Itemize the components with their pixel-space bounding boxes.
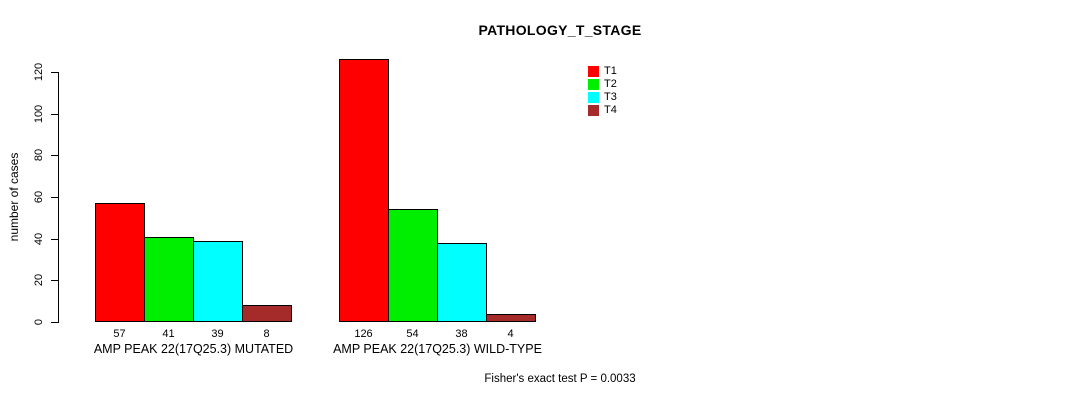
y-axis-tick-label: 60 (33, 190, 45, 204)
bar-t2-group2 (388, 209, 438, 322)
y-axis-title: number of cases (7, 152, 21, 242)
bar-value-label: 41 (162, 328, 175, 340)
x-axis-group-label: AMP PEAK 22(17Q25.3) WILD-TYPE (333, 342, 542, 356)
y-axis-tick (51, 280, 58, 281)
y-axis-tick (51, 72, 58, 73)
bar-value-label: 54 (406, 328, 419, 340)
legend-swatch-t1 (588, 66, 599, 77)
bar-value-label: 57 (113, 328, 126, 340)
legend-label-t2: T2 (604, 78, 617, 90)
y-axis-tick (51, 197, 58, 198)
y-axis-tick (51, 114, 58, 115)
bar-value-label: 126 (354, 328, 373, 340)
bar-t3-group1 (193, 241, 243, 322)
legend-swatch-t3 (588, 92, 599, 103)
bar-value-label: 39 (211, 328, 224, 340)
bar-value-label: 8 (263, 328, 270, 340)
legend-label-t3: T3 (604, 91, 617, 103)
bar-t4-group2 (486, 314, 536, 322)
y-axis-line (58, 72, 59, 323)
y-axis-tick-label: 0 (33, 318, 45, 326)
bar-t1-group2 (339, 59, 389, 322)
y-axis-tick (51, 322, 58, 323)
statistical-test-annotation: Fisher's exact test P = 0.0033 (484, 373, 636, 385)
y-axis-tick-label: 80 (33, 148, 45, 162)
y-axis-tick-label: 20 (33, 273, 45, 287)
y-axis-tick-label: 120 (33, 62, 45, 82)
legend-label-t4: T4 (604, 104, 617, 116)
bar-t4-group1 (242, 305, 292, 322)
legend-label-t1: T1 (604, 65, 617, 77)
y-axis-tick (51, 155, 58, 156)
y-axis-tick (51, 239, 58, 240)
y-axis-tick-label: 100 (33, 104, 45, 124)
bar-value-label: 4 (507, 328, 514, 340)
bar-t1-group1 (95, 203, 145, 322)
bar-t3-group2 (437, 243, 487, 322)
legend-swatch-t2 (588, 79, 599, 90)
bar-value-label: 38 (455, 328, 468, 340)
x-axis-group-label: AMP PEAK 22(17Q25.3) MUTATED (93, 342, 294, 356)
bar-t2-group1 (144, 237, 194, 322)
legend-swatch-t4 (588, 105, 599, 116)
y-axis-tick-label: 40 (33, 232, 45, 246)
chart-title: PATHOLOGY_T_STAGE (478, 22, 642, 38)
